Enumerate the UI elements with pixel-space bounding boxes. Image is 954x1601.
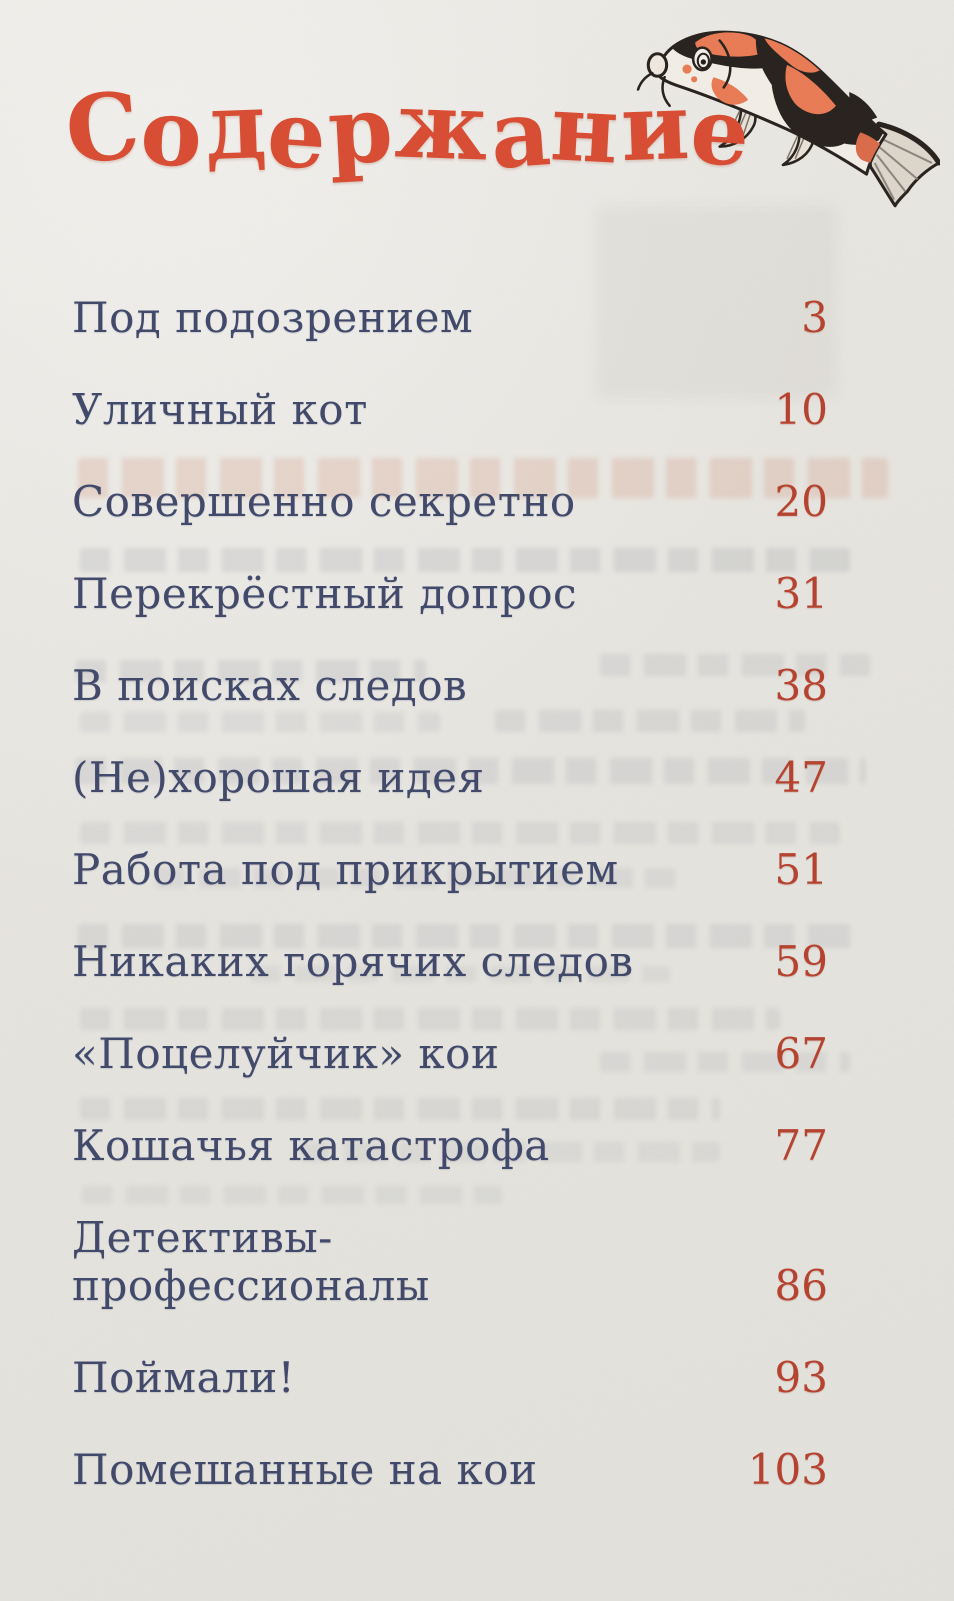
toc-entry: Совершенно секретно 20	[72, 478, 828, 526]
toc-entry-title: Уличный кот	[72, 385, 368, 434]
toc-entry-title: Под подозрением	[72, 293, 474, 342]
toc-entry: Под подозрением 3	[72, 294, 828, 342]
toc-entry-page-number: 10	[774, 385, 828, 434]
toc-entry-title: Детективы- профессионалы	[72, 1213, 430, 1310]
toc-entry: Перекрёстный допрос 31	[72, 570, 828, 618]
toc-entry-title: Никаких горячих следов	[72, 937, 634, 986]
toc-entry-page-number: 67	[774, 1029, 828, 1078]
toc-entry-page-number: 77	[774, 1121, 828, 1170]
toc-entry-title: Поймали!	[72, 1353, 296, 1402]
toc-entry-page-number: 93	[774, 1353, 828, 1402]
toc-entry-page-number: 31	[774, 569, 828, 618]
toc-entry-page-number: 86	[774, 1261, 828, 1310]
toc-entry: «Поцелуйчик» кои 67	[72, 1030, 828, 1078]
toc-entry-title: (Не)хорошая идея	[72, 753, 485, 802]
toc-entry: Помешанные на кои 103	[72, 1446, 828, 1494]
toc-entry-page-number: 59	[774, 937, 828, 986]
toc-entry-title: Работа под прикрытием	[72, 845, 619, 894]
toc-entry: Детективы- профессионалы 86	[72, 1214, 828, 1310]
toc-entry-page-number: 51	[774, 845, 828, 894]
toc-entry-title: В поисках следов	[72, 661, 468, 710]
toc-entry-title: Помешанные на кои	[72, 1445, 538, 1494]
toc-entry: Работа под прикрытием 51	[72, 846, 828, 894]
toc-entry-title: Совершенно секретно	[72, 477, 576, 526]
toc-entry: Никаких горячих следов 59	[72, 938, 828, 986]
toc-entry: Поймали! 93	[72, 1354, 828, 1402]
toc-entry-page-number: 3	[801, 293, 828, 342]
toc-entry: Уличный кот 10	[72, 386, 828, 434]
toc-entry: (Не)хорошая идея 47	[72, 754, 828, 802]
toc-entry-title: Перекрёстный допрос	[72, 569, 578, 618]
toc-entry-page-number: 103	[747, 1445, 828, 1494]
page-title: Содержание	[61, 70, 755, 191]
toc-entry-page-number: 20	[774, 477, 828, 526]
toc-entry: В поисках следов 38	[72, 662, 828, 710]
toc-entry: Кошачья катастрофа 77	[72, 1122, 828, 1170]
toc-list: Под подозрением 3 Уличный кот 10 Соверше…	[72, 294, 828, 1538]
koi-eye	[691, 46, 713, 72]
toc-entry-page-number: 47	[774, 753, 828, 802]
toc-entry-title: Кошачья катастрофа	[72, 1121, 550, 1170]
toc-entry-page-number: 38	[774, 661, 828, 710]
toc-entry-title: «Поцелуйчик» кои	[72, 1029, 500, 1078]
